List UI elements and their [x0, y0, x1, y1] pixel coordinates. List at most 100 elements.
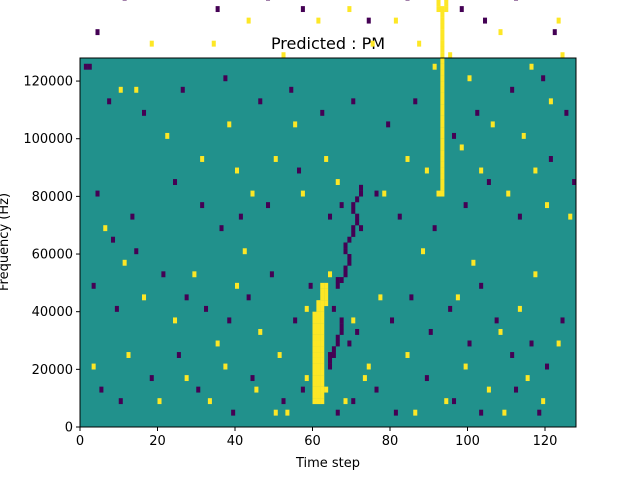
heatmap-cell-high	[444, 398, 449, 405]
heatmap-cell-high	[134, 86, 139, 93]
heatmap-cell-low	[219, 225, 224, 232]
heatmap-cell-high	[498, 328, 503, 335]
heatmap-cell-low	[409, 294, 414, 301]
heatmap-cell-high	[545, 202, 550, 209]
heatmap-cell-high	[184, 375, 189, 382]
y-tick-label: 100000	[23, 132, 73, 147]
heatmap-cell-high	[324, 386, 329, 393]
heatmap-cell-high	[455, 294, 460, 301]
heatmap-cell-high	[320, 386, 325, 393]
heatmap-cell-high	[324, 288, 329, 295]
heatmap-cell-low	[514, 0, 519, 1]
heatmap-cell-high	[320, 340, 325, 347]
heatmap-cell-high	[440, 190, 445, 197]
heatmap-cell-high	[440, 156, 445, 162]
heatmap-cell-high	[312, 346, 317, 353]
heatmap-cell-high	[320, 294, 325, 301]
heatmap-cell-low	[428, 328, 433, 335]
heatmap-cell-high	[316, 317, 321, 324]
heatmap-cell-low	[95, 190, 100, 197]
heatmap-cell-high	[533, 167, 538, 174]
heatmap-cell-low	[231, 409, 236, 416]
heatmap-cell-high	[320, 300, 325, 307]
heatmap-cell-high	[242, 248, 247, 255]
heatmap-cell-high	[440, 34, 445, 41]
heatmap-cell-high	[320, 375, 325, 382]
heatmap-cell-low	[320, 109, 325, 116]
heatmap-cell-high	[440, 121, 445, 128]
heatmap-cell-low	[355, 196, 360, 203]
heatmap-cell-high	[440, 52, 445, 59]
heatmap-cell-high	[235, 167, 240, 174]
heatmap-cell-high	[157, 398, 162, 405]
heatmap-cell-high	[324, 294, 329, 301]
heatmap-cell-low	[494, 317, 499, 324]
heatmap-cell-high	[328, 271, 333, 278]
heatmap-cell-high	[316, 300, 321, 307]
heatmap-cell-low	[359, 184, 364, 191]
heatmap-cell-low	[479, 409, 484, 416]
heatmap-cell-low	[339, 328, 344, 335]
heatmap-cell-high	[502, 409, 507, 416]
heatmap-cell-high	[316, 334, 321, 341]
heatmap-cell-low	[335, 277, 340, 284]
y-axis-label: Frequency (Hz)	[0, 193, 12, 291]
heatmap-cell-low	[266, 202, 271, 209]
heatmap-cell-high	[165, 132, 170, 139]
heatmap-cell-low	[149, 375, 154, 382]
heatmap-cell-low	[335, 409, 340, 416]
heatmap-cell-low	[87, 63, 92, 70]
x-tick-label: 80	[382, 434, 399, 449]
heatmap-cell-high	[362, 375, 367, 382]
heatmap-cell-high	[273, 156, 278, 162]
heatmap-cell-low	[486, 179, 491, 185]
heatmap-cell-high	[556, 340, 561, 347]
heatmap-cell-low	[514, 386, 519, 393]
heatmap-cell-high	[246, 17, 251, 24]
heatmap-cell-low	[238, 213, 243, 220]
heatmap-cell-low	[343, 265, 348, 272]
heatmap-cell-high	[548, 98, 553, 105]
heatmap-cell-low	[339, 202, 344, 209]
heatmap-cell-low	[529, 340, 534, 347]
heatmap-cell-high	[436, 6, 441, 13]
heatmap-cell-high	[312, 380, 317, 387]
heatmap-cell-high	[250, 190, 255, 197]
heatmap-cell-low	[297, 167, 302, 174]
heatmap-cell-low	[548, 156, 553, 162]
heatmap-cell-high	[211, 40, 216, 47]
heatmap-cell-high	[541, 398, 546, 405]
heatmap-cell-low	[564, 109, 569, 116]
heatmap-cell-high	[393, 17, 398, 24]
heatmap-cell-low	[359, 190, 364, 197]
heatmap-cell-low	[331, 346, 336, 353]
heatmap-cell-high	[440, 144, 445, 151]
heatmap-cell-high	[312, 392, 317, 399]
heatmap-cell-low	[173, 179, 178, 185]
heatmap-cell-high	[320, 392, 325, 399]
heatmap-cell-low	[351, 98, 356, 105]
heatmap-cell-high	[320, 357, 325, 364]
heatmap-cell-high	[316, 311, 321, 318]
heatmap-cell-high	[471, 259, 476, 266]
heatmap-cell-high	[440, 75, 445, 82]
heatmap-cell-high	[320, 282, 325, 289]
heatmap-cell-low	[83, 63, 88, 70]
heatmap-cell-high	[192, 271, 197, 278]
heatmap-cell-high	[285, 409, 290, 416]
heatmap-cell-low	[246, 294, 251, 301]
heatmap-cell-high	[91, 363, 96, 370]
heatmap-cell-low	[122, 0, 127, 1]
heatmap-cell-high	[424, 167, 429, 174]
heatmap-cell-high	[312, 352, 317, 358]
heatmap-cell-high	[440, 69, 445, 76]
heatmap-cell-high	[316, 398, 321, 405]
heatmap-cell-low	[413, 98, 418, 105]
x-tick-label: 100	[455, 434, 480, 449]
heatmap-cells	[80, 0, 577, 427]
heatmap-cell-high	[324, 300, 329, 307]
heatmap-cell-low	[374, 386, 379, 393]
heatmap-cell-high	[320, 311, 325, 318]
heatmap-cell-high	[281, 52, 286, 59]
